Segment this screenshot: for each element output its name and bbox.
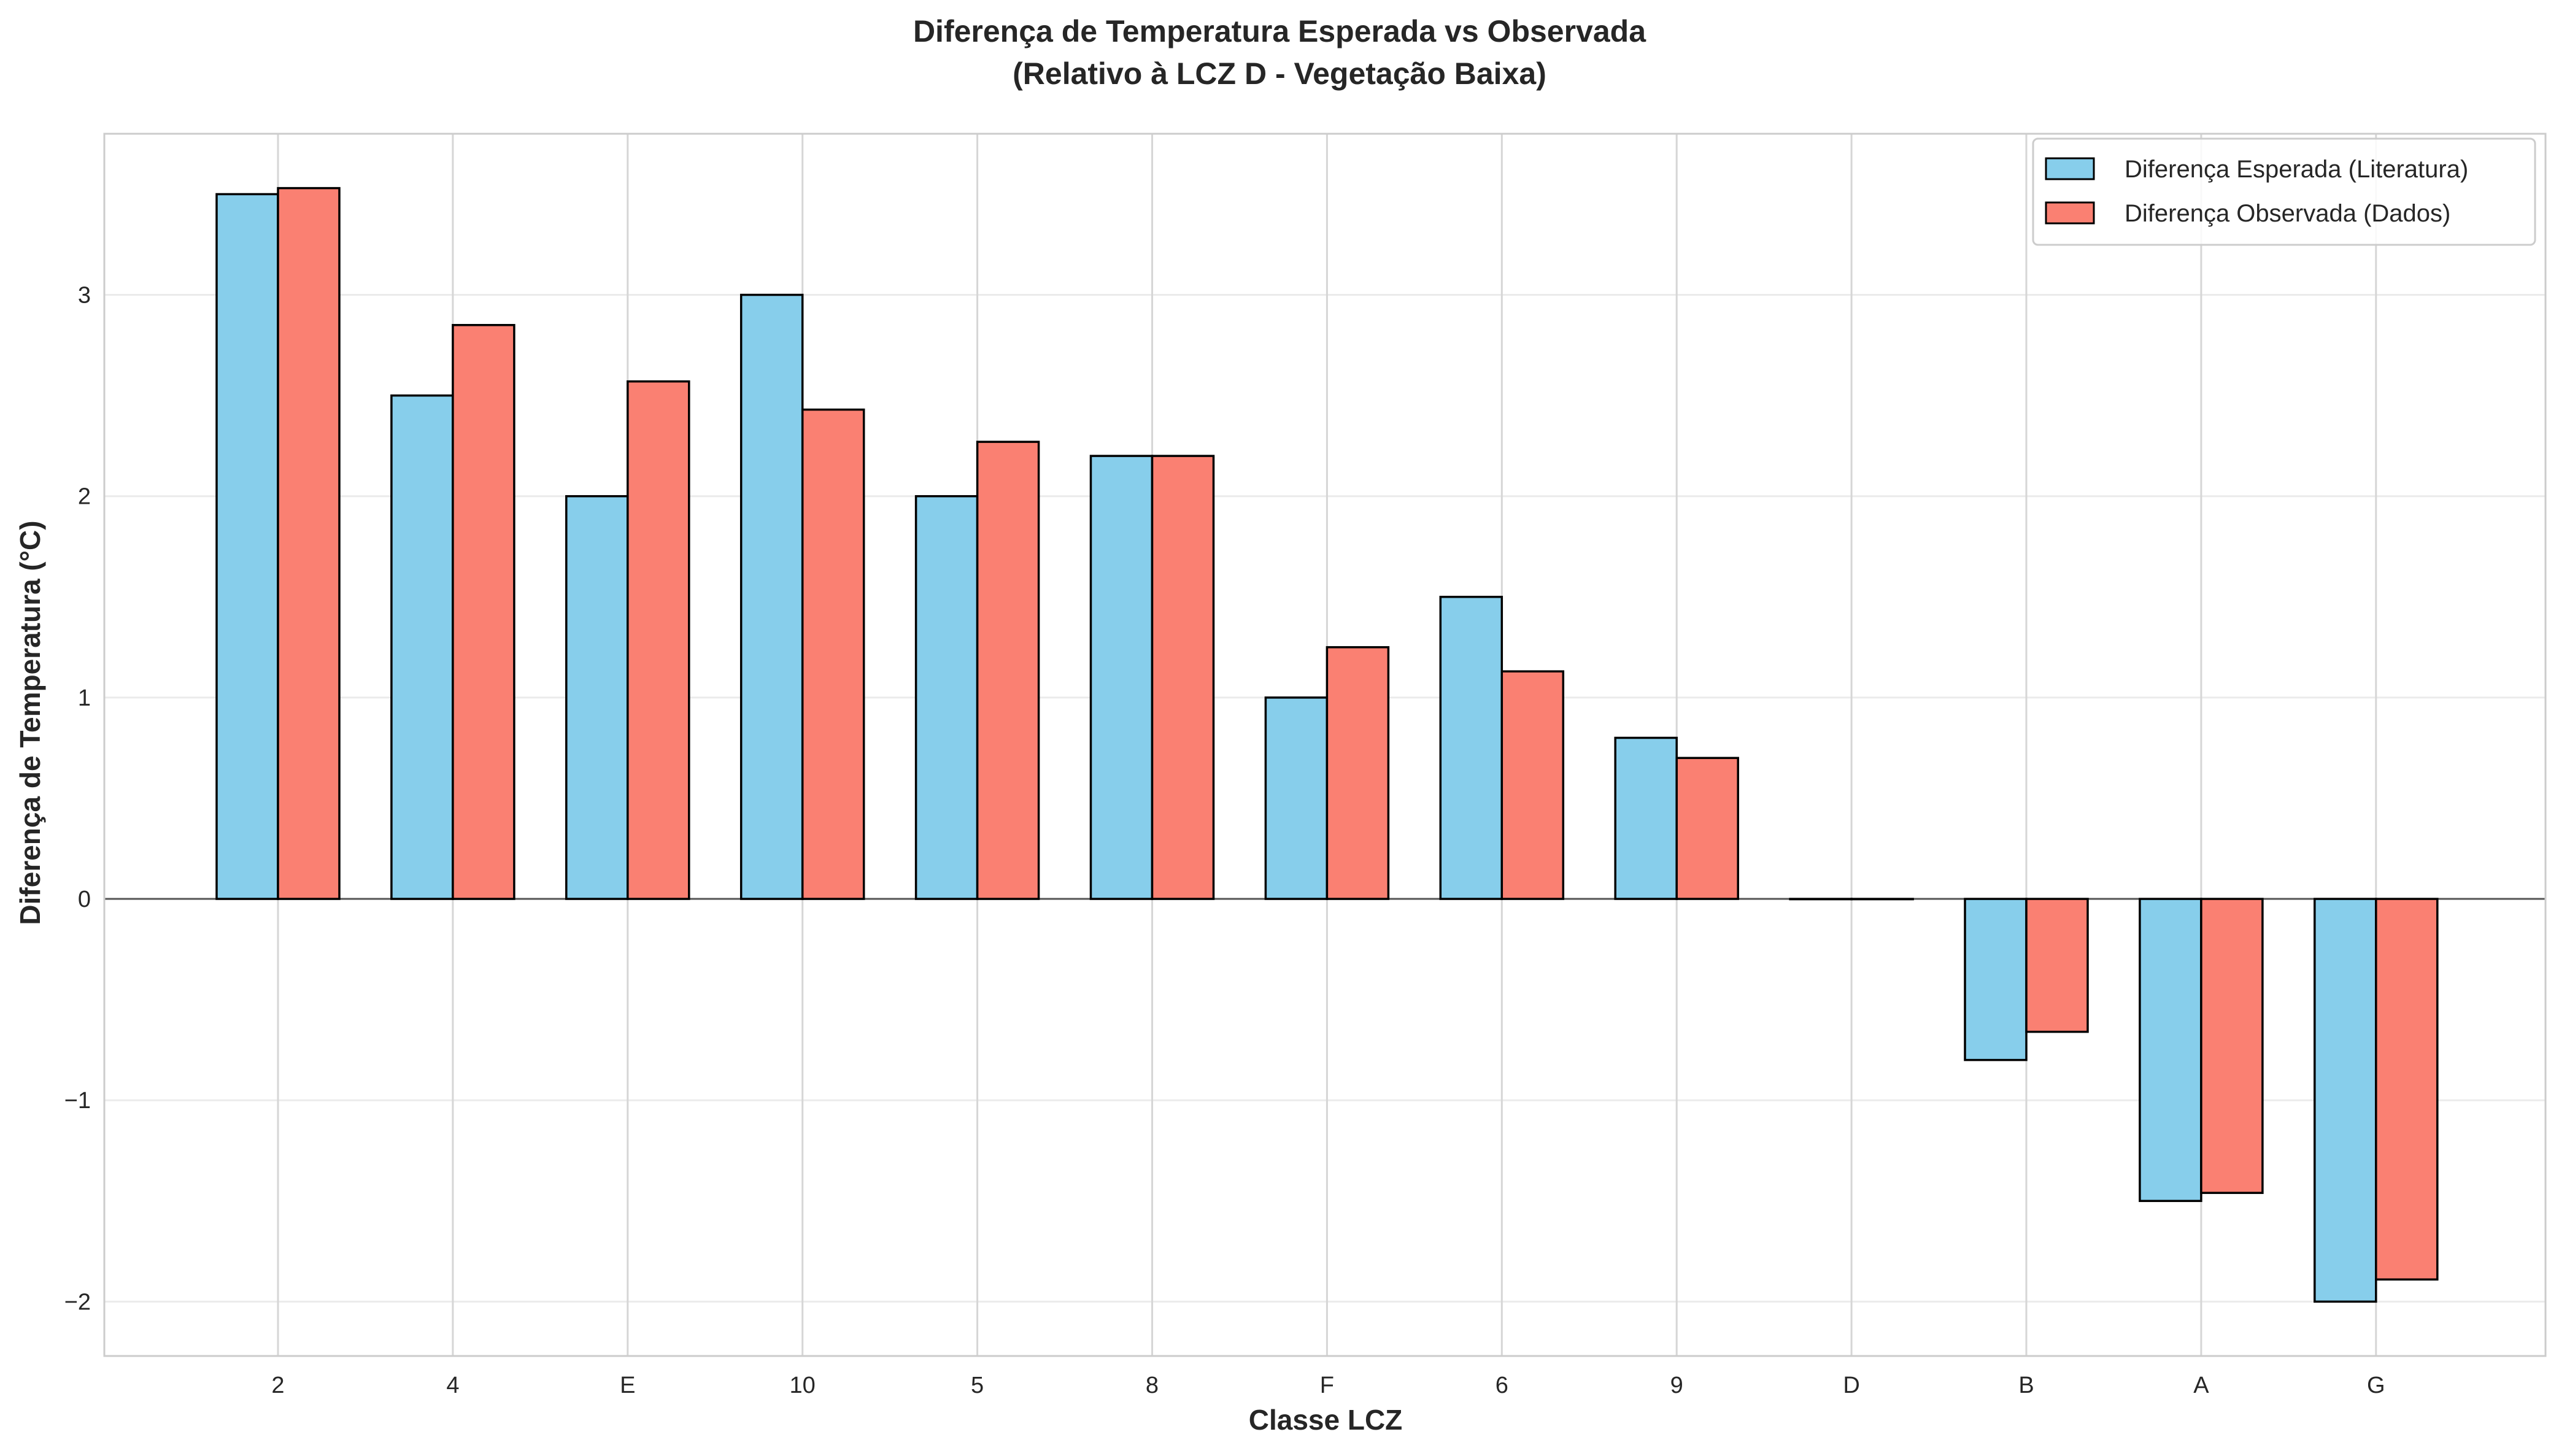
bar-observed-10 <box>801 408 865 900</box>
legend: Diferença Esperada (Literatura) Diferenç… <box>2032 137 2536 246</box>
bar-observed-9 <box>1675 757 1739 900</box>
x-tick-label: 10 <box>790 1373 816 1398</box>
bar-expected-A <box>2139 898 2202 1203</box>
bars <box>215 187 2439 1303</box>
x-tick-label: G <box>2367 1373 2385 1398</box>
x-tick-label: 4 <box>446 1373 459 1398</box>
bar-observed-5 <box>976 441 1040 900</box>
bar-expected-2 <box>215 193 279 900</box>
x-tick-label: 9 <box>1670 1373 1683 1398</box>
bar-observed-6 <box>1500 670 1565 900</box>
legend-label-expected: Diferença Esperada (Literatura) <box>2125 156 2468 183</box>
x-tick-label: 8 <box>1146 1373 1159 1398</box>
plot-frame <box>103 133 2547 1357</box>
y-tick-label: −1 <box>64 1088 91 1114</box>
x-tick-label: D <box>1843 1373 1859 1398</box>
bar-expected-B <box>1964 898 2028 1061</box>
bar-expected-E <box>565 495 629 900</box>
x-axis-label: Classe LCZ <box>1249 1404 1403 1436</box>
x-ticks: 2 4 E 10 5 8 F 6 9 D B A G <box>271 1373 2385 1398</box>
bar-observed-E <box>627 380 690 900</box>
bar-expected-6 <box>1439 596 1503 900</box>
y-tick-label: 2 <box>78 484 91 510</box>
x-tick-label: 2 <box>271 1373 284 1398</box>
x-tick-label: B <box>2018 1373 2034 1398</box>
bar-expected-F <box>1264 696 1329 900</box>
bar-observed-G <box>2375 898 2439 1281</box>
chart-subtitle: (Relativo à LCZ D - Vegetação Baixa) <box>1013 56 1546 91</box>
x-tick-label: A <box>2193 1373 2209 1398</box>
y-ticks: −2 −1 0 1 2 3 <box>64 283 91 1315</box>
x-tick-label: E <box>620 1373 635 1398</box>
bar-observed-F <box>1326 646 1390 900</box>
x-tick-label: 5 <box>971 1373 984 1398</box>
y-axis-label: Diferença de Temperatura (°C) <box>14 520 46 925</box>
bar-expected-5 <box>914 495 979 900</box>
y-tick-label: 0 <box>78 887 91 912</box>
x-tick-label: F <box>1320 1373 1334 1398</box>
legend-swatch-expected <box>2045 157 2095 180</box>
y-tick-label: 3 <box>78 283 91 309</box>
bar-observed-B <box>2025 898 2089 1033</box>
legend-box <box>2032 137 2536 246</box>
bar-observed-8 <box>1151 455 1215 900</box>
chart-title: Diferença de Temperatura Esperada vs Obs… <box>913 14 1646 48</box>
bar-expected-9 <box>1614 736 1678 900</box>
y-tick-label: −2 <box>64 1289 91 1315</box>
bar-expected-10 <box>739 293 804 900</box>
legend-swatch-observed <box>2045 201 2095 225</box>
bar-expected-4 <box>390 394 454 900</box>
bar-observed-A <box>2200 898 2264 1194</box>
x-tick-label: 6 <box>1496 1373 1508 1398</box>
bar-observed-4 <box>452 324 515 900</box>
bar-expected-G <box>2314 898 2377 1303</box>
y-tick-label: 1 <box>78 685 91 711</box>
legend-label-observed: Diferença Observada (Dados) <box>2125 200 2450 227</box>
bar-observed-2 <box>277 187 341 900</box>
bar-expected-8 <box>1089 455 1154 900</box>
